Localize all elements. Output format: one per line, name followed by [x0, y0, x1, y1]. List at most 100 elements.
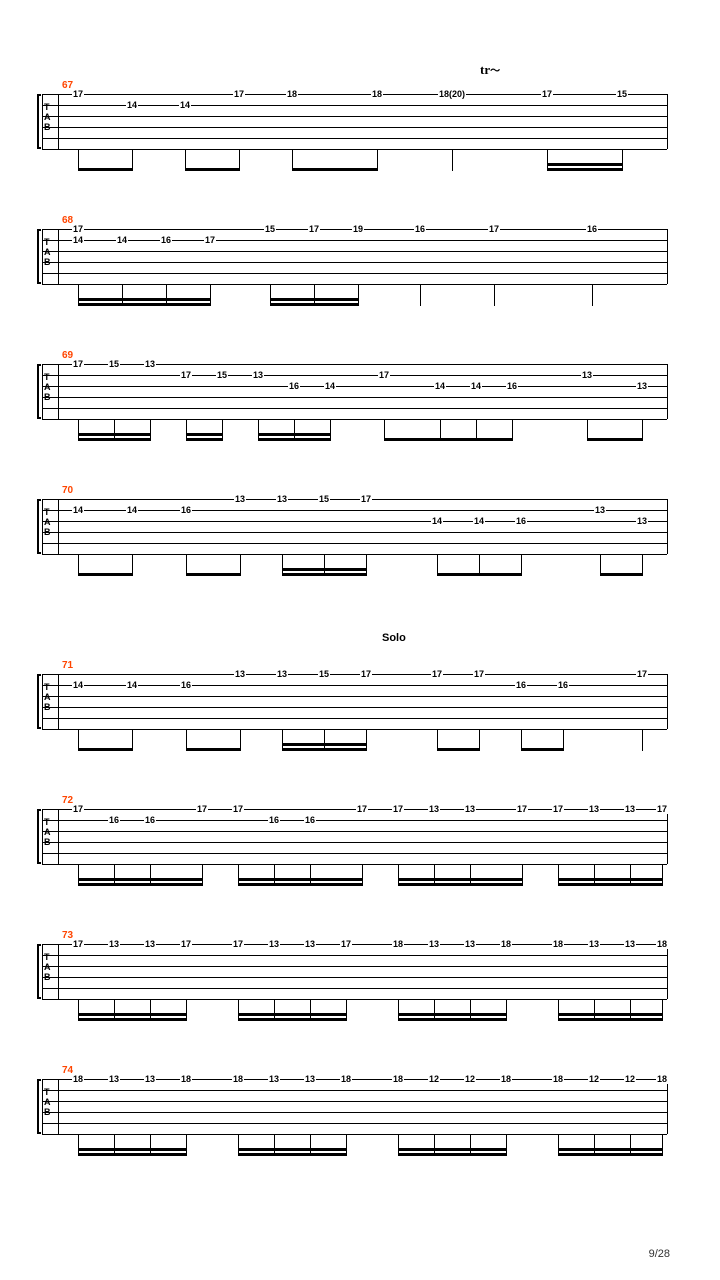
fret-number: 13 [268, 1074, 280, 1084]
staff-line [42, 273, 667, 274]
barline [58, 809, 59, 864]
fret-number: 14 [431, 516, 443, 526]
tab-clef: TAB [44, 682, 50, 712]
barline [58, 1079, 59, 1134]
fret-number: 18 [392, 939, 404, 949]
stems-region [42, 1134, 667, 1164]
fret-number: 17 [516, 804, 528, 814]
stems-region [42, 554, 667, 584]
beam [78, 573, 133, 576]
staff-line [42, 1079, 667, 1080]
staff-line [42, 966, 667, 967]
beam [270, 303, 359, 306]
barline [58, 499, 59, 554]
fret-number: 18 [392, 1074, 404, 1084]
fret-number: 17 [232, 939, 244, 949]
fret-number: 17 [72, 804, 84, 814]
staff-line [42, 674, 667, 675]
fret-number: 16 [268, 815, 280, 825]
staff-line [42, 842, 667, 843]
fret-number: 13 [594, 505, 606, 515]
fret-number: 14 [126, 505, 138, 515]
barline [667, 674, 668, 729]
staff-line [42, 707, 667, 708]
fret-number: 14 [72, 235, 84, 245]
fret-number: 13 [581, 370, 593, 380]
staff-line [42, 944, 667, 945]
staff-line [42, 1101, 667, 1102]
staff-line [42, 375, 667, 376]
barline [667, 944, 668, 999]
stems-region [42, 419, 667, 449]
fret-number: 17 [636, 669, 648, 679]
solo-label: Solo [382, 632, 406, 644]
barline [58, 674, 59, 729]
beam [558, 1148, 663, 1151]
beam [238, 1148, 347, 1151]
beam [398, 1153, 507, 1156]
beam [587, 438, 643, 441]
tab-clef: TAB [44, 237, 50, 267]
fret-number: 16 [515, 680, 527, 690]
beam [78, 298, 211, 301]
fret-number: 13 [428, 939, 440, 949]
stems-region [42, 864, 667, 894]
tab-clef: TAB [44, 1087, 50, 1117]
fret-number: 13 [276, 669, 288, 679]
tab-clef: TAB [44, 102, 50, 132]
fret-number: 14 [324, 381, 336, 391]
fret-number: 17 [656, 804, 668, 814]
beam [258, 433, 331, 436]
fret-number: 17 [72, 939, 84, 949]
fret-number: 16 [108, 815, 120, 825]
fret-number: 13 [144, 939, 156, 949]
fret-number: 17 [431, 669, 443, 679]
beam [292, 168, 378, 171]
beam [398, 1018, 507, 1021]
tab-staff: TAB17161617171616171713131717131317 [42, 809, 667, 864]
tab-clef: TAB [44, 952, 50, 982]
barline [42, 499, 43, 554]
stems-region [42, 149, 667, 179]
fret-number: 19 [352, 224, 364, 234]
fret-number: 18 [552, 1074, 564, 1084]
fret-number: 13 [588, 804, 600, 814]
staff-line [42, 499, 667, 500]
fret-number: 17 [204, 235, 216, 245]
fret-number: 15 [616, 89, 628, 99]
fret-number: 16 [160, 235, 172, 245]
staff-line [42, 977, 667, 978]
stems-region [42, 999, 667, 1029]
beam [558, 1013, 663, 1016]
fret-number: 17 [392, 804, 404, 814]
tab-clef: TAB [44, 817, 50, 847]
fret-number: 17 [72, 359, 84, 369]
beam [238, 1018, 347, 1021]
fret-number: 17 [232, 804, 244, 814]
fret-number: 13 [252, 370, 264, 380]
fret-number: 13 [268, 939, 280, 949]
barline [667, 94, 668, 149]
staff-line [42, 364, 667, 365]
fret-number: 13 [276, 494, 288, 504]
fret-number: 17 [552, 804, 564, 814]
fret-number: 14 [179, 100, 191, 110]
barline [58, 944, 59, 999]
barline [667, 1079, 668, 1134]
beam [258, 438, 331, 441]
fret-number: 15 [216, 370, 228, 380]
staff-line [42, 809, 667, 810]
fret-number: 18 [500, 939, 512, 949]
fret-number: 14 [126, 680, 138, 690]
beam [78, 438, 151, 441]
measure-number: 71 [62, 660, 73, 671]
fret-number: 14 [72, 680, 84, 690]
staff-line [42, 532, 667, 533]
beam [398, 1148, 507, 1151]
fret-number: 18 [552, 939, 564, 949]
fret-number: 17 [360, 669, 372, 679]
fret-number: 13 [234, 494, 246, 504]
beam [78, 168, 133, 171]
fret-number: 15 [318, 494, 330, 504]
staff-bracket [37, 364, 41, 419]
